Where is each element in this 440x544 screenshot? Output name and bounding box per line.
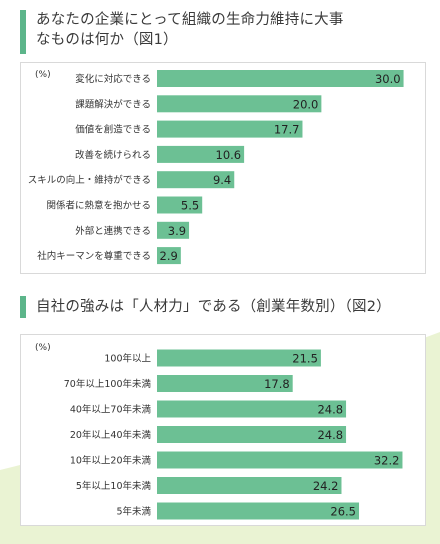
value-label: 24.8 [317, 428, 343, 442]
chart-section-2: 自社の強みは「人材力」である（創業年数別）（図2） (%) 100年以上 21.5… [0, 282, 440, 544]
value-label: 3.9 [168, 224, 186, 238]
category-label: 外部と連携できる [75, 225, 151, 237]
category-label: 70年以上100年未満 [64, 378, 152, 390]
value-label: 2.9 [160, 249, 178, 263]
value-label: 5.5 [181, 199, 199, 213]
bar [157, 375, 293, 392]
category-label: 改善を続けられる [75, 149, 151, 161]
category-label: 5年以上10年未満 [76, 480, 152, 492]
bar [157, 247, 181, 265]
value-label: 17.7 [274, 123, 300, 137]
bar [157, 145, 245, 163]
title-accent-bar-1 [20, 10, 26, 54]
bar [157, 451, 403, 469]
chart-section-1: あなたの企業にとって組織の生命力維持に大事なものは何か（図1） (%) 変化に対… [20, 10, 426, 274]
category-label: 5年未満 [116, 506, 151, 518]
bar [157, 349, 321, 367]
category-label: 価値を創造できる [75, 124, 151, 136]
chart-box-2: (%) 100年以上 21.5 70年以上100年未満 17.8 40年以上70年未満 2… [20, 334, 426, 526]
category-label: 関係者に熱意を抱かせる [46, 200, 151, 212]
value-label: 32.2 [374, 454, 400, 468]
bar [157, 196, 203, 214]
bar [157, 171, 235, 189]
value-label: 21.5 [292, 352, 318, 366]
value-label: 9.4 [213, 173, 231, 187]
bar [157, 426, 347, 443]
bar [157, 95, 322, 113]
bar [157, 502, 360, 520]
value-label: 30.0 [375, 72, 401, 86]
title-accent-bar-2 [20, 296, 26, 318]
value-label: 20.0 [293, 97, 319, 111]
category-label: 10年以上20年未満 [70, 455, 152, 467]
chart-box-1: (%) 変化に対応できる 30.0 課題解決ができる 20.0 価値を創造できる 17.7… [20, 62, 426, 274]
category-label: 20年以上40年未満 [70, 429, 152, 441]
category-label: スキルの向上・維持ができる [28, 174, 151, 186]
value-label: 24.2 [313, 479, 339, 493]
bar-chart-2: (%) 100年以上 21.5 70年以上100年未満 17.8 40年以上70年未満 2… [35, 343, 403, 520]
category-label: 社内キーマンを尊重できる [37, 250, 151, 262]
category-label: 課題解決ができる [75, 98, 151, 110]
value-label: 26.5 [330, 505, 356, 519]
unit-label-1: (%) [35, 70, 51, 80]
unit-label-2: (%) [35, 343, 51, 353]
bar [157, 221, 190, 239]
chart-title-1: あなたの企業にとって組織の生命力維持に大事なものは何か（図1） [36, 12, 344, 48]
value-label: 10.6 [216, 148, 242, 162]
bar [157, 120, 303, 138]
category-label: 変化に対応できる [75, 73, 151, 85]
bar [157, 400, 347, 418]
category-label: 40年以上70年未満 [70, 404, 152, 416]
category-label: 100年以上 [104, 353, 151, 365]
bar-chart-1: (%) 変化に対応できる 30.0 課題解決ができる 20.0 価値を創造できる 17.7… [28, 70, 404, 265]
value-label: 17.8 [264, 377, 290, 391]
chart-title-2: 自社の強みは「人材力」である（創業年数別）（図2） [36, 299, 391, 315]
bar [157, 70, 404, 87]
bar [157, 477, 342, 494]
value-label: 24.8 [317, 403, 343, 417]
